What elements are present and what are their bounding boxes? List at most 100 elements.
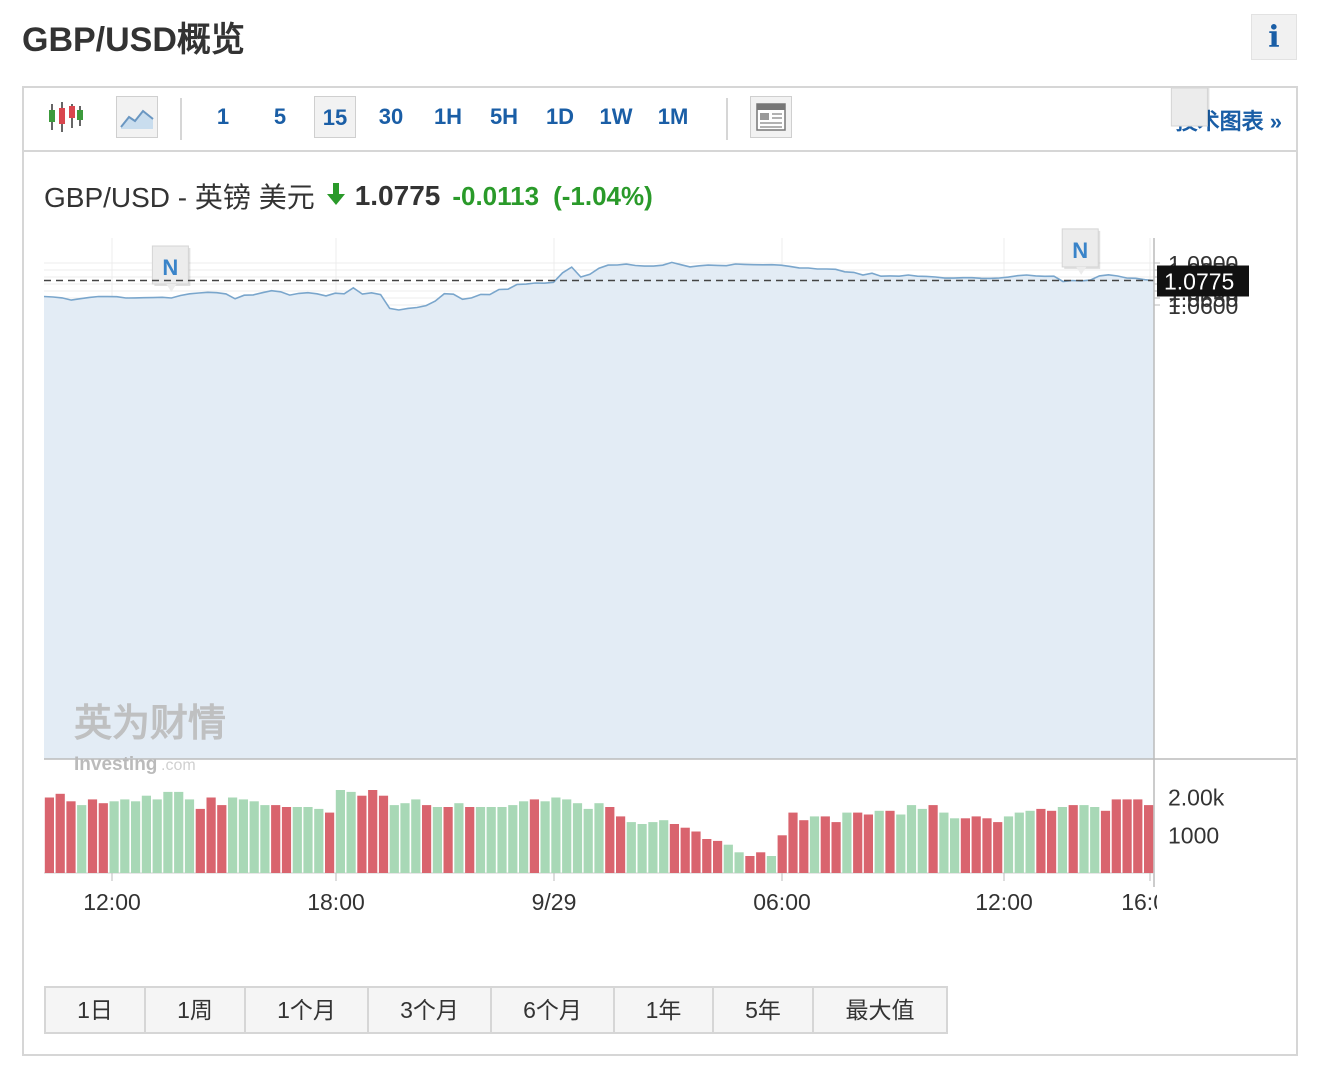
volume-bar [820,816,830,873]
area-chart-icon[interactable] [116,96,158,138]
volume-bar [422,805,432,873]
volume-bar [853,812,863,873]
volume-bar [411,799,421,873]
volume-bar [842,812,852,873]
volume-bar [497,807,507,873]
volume-bar [583,808,593,873]
price-chart[interactable]: 英为财情Investing.comNNN1.09001.08501.08001.… [24,88,1296,1054]
interval-1h[interactable]: 1H [433,104,463,129]
volume-bar [217,805,227,873]
info-button[interactable]: i [1251,14,1297,60]
volume-bar [745,856,755,873]
volume-bar [249,801,259,873]
volume-bar [756,852,766,874]
range-1m[interactable]: 1个月 [246,988,369,1032]
volume-bar [540,801,550,873]
x-tick-label: 9/29 [532,889,577,915]
volume-bar [281,807,292,873]
logo-text-en: Investing [74,754,157,775]
volume-bar [982,818,992,873]
interval-5[interactable]: 5 [273,104,287,129]
volume-bar [831,822,841,873]
current-price-badge [1157,265,1249,297]
news-marker-label: N [1181,88,1197,93]
arrow-down-icon [326,180,345,212]
x-tick-label: 12:00 [975,889,1033,915]
volume-bar [303,807,313,873]
volume-bar [572,803,583,873]
range-6m[interactable]: 6个月 [492,988,615,1032]
volume-bar [648,822,658,873]
news-marker-box [1061,228,1099,268]
volume-bar [799,820,809,873]
volume-bar [605,807,615,873]
interval-1[interactable]: 1 [216,104,230,129]
volume-bar [885,810,895,874]
volume-bar [1047,810,1057,874]
volume-bar [874,810,884,874]
news-layout-icon[interactable] [750,96,792,138]
volume-bar [314,808,324,873]
interval-5h[interactable]: 5H [489,104,519,129]
volume-bar [1057,807,1067,873]
range-5y[interactable]: 5年 [714,988,814,1032]
logo-text-cn: 英为财情 [74,701,226,745]
volume-bar [335,790,345,873]
volume-bar [508,805,518,873]
volume-bar [734,852,744,874]
volume-bar [691,831,701,873]
interval-1d[interactable]: 1D [545,104,575,129]
news-marker-box [1170,88,1208,127]
news-marker: N [1061,228,1101,275]
volume-bar [723,844,733,873]
interval-1w[interactable]: 1W [599,104,633,129]
news-marker-pointer [1076,266,1087,275]
interval-30[interactable]: 30 [378,104,404,129]
volume-bar [993,822,1003,873]
volume-bar [486,807,496,873]
volume-bar [475,807,486,873]
interval-1m[interactable]: 1M [657,104,689,129]
volume-bar [809,816,820,873]
volume-bar [55,793,65,873]
volume-bar [292,807,302,873]
range-1d[interactable]: 1日 [46,988,146,1032]
range-3m[interactable]: 3个月 [369,988,492,1032]
volume-bar [368,790,378,873]
volume-bar [195,808,205,873]
volume-bar [1025,810,1035,874]
volume-bar [389,805,399,873]
volume-bar [616,816,626,873]
volume-bar [702,839,712,873]
volume-bar [98,803,108,873]
news-marker-label: N [1072,238,1088,263]
instrument-name: GBP/USD - 英镑 美元 [44,182,315,213]
price-line [43,261,1155,311]
y-tick-label: 1.0600 [1168,293,1238,319]
volume-bar [378,795,389,873]
volume-bar [1003,816,1014,873]
volume-bar [1068,805,1078,873]
volume-bar [184,799,195,873]
investing-logo: 英为财情 Investing .com [74,701,226,775]
volume-bar [400,803,410,873]
volume-bar [120,799,130,873]
x-tick-label: 18:00 [307,889,365,915]
volume-bar [659,820,669,873]
range-1w[interactable]: 1周 [146,988,246,1032]
volume-bar [960,818,970,873]
x-tick-label: 12:00 [83,889,141,915]
logo-text-suffix: .com [161,757,196,774]
volume-bar [346,791,356,873]
volume-bar [432,807,442,873]
volume-bar [950,818,960,873]
volume-bar [1090,807,1100,873]
volume-bar [551,797,561,873]
interval-15[interactable]: 15 [314,96,356,138]
x-tick-label: 06:00 [753,889,811,915]
page-title: GBP/USD概览 [22,21,245,59]
range-1y[interactable]: 1年 [615,988,714,1032]
candlestick-chart-icon[interactable] [44,96,86,138]
range-max[interactable]: 最大值 [814,988,946,1032]
volume-bar [917,808,927,873]
